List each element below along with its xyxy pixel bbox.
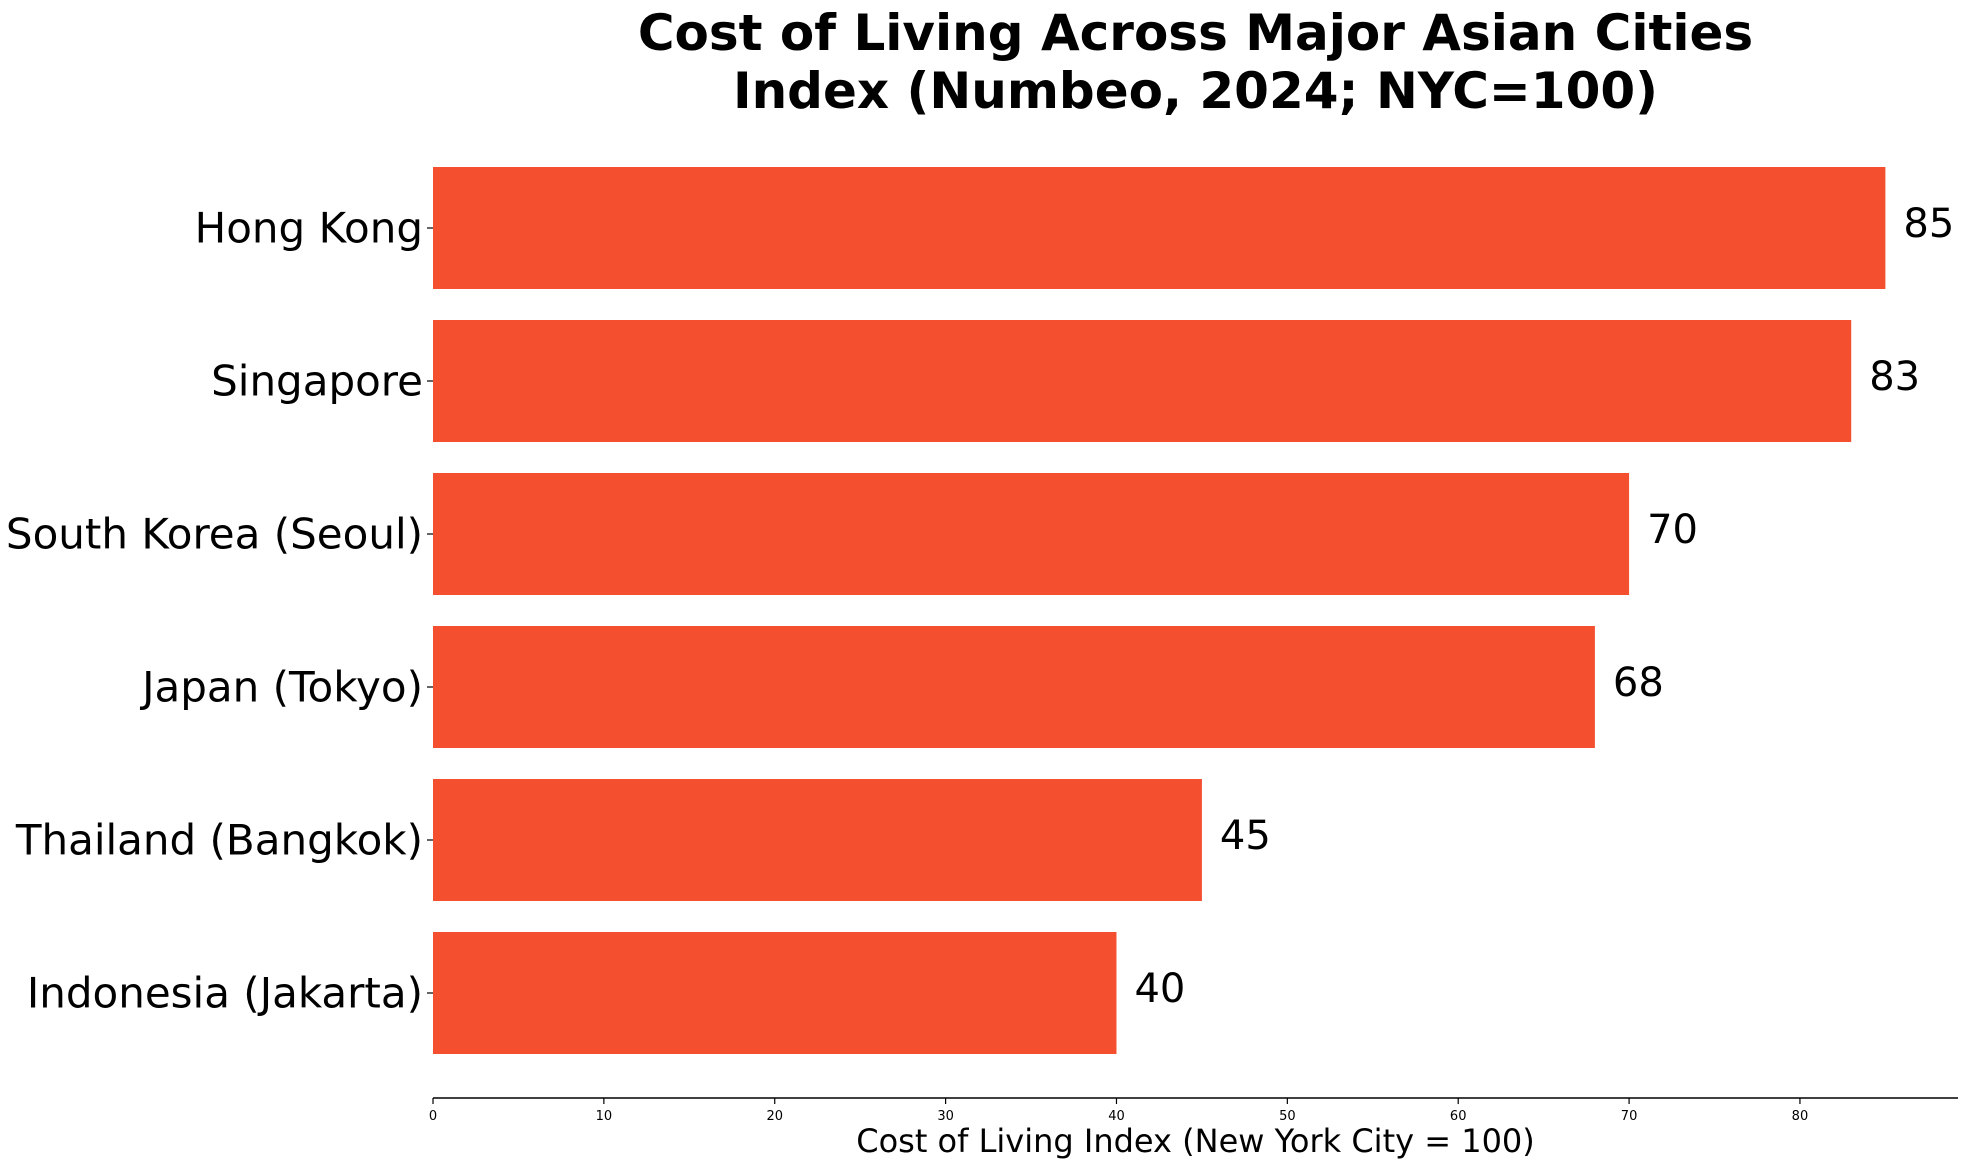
y-tick-label: Thailand (Bangkok) [15, 816, 423, 865]
x-axis-label: Cost of Living Index (New York City = 10… [856, 1122, 1535, 1160]
x-tick-label: 10 [596, 1109, 613, 1124]
x-tick-label: 30 [937, 1109, 954, 1124]
bar [433, 626, 1595, 748]
y-tick-label: Indonesia (Jakarta) [27, 969, 423, 1018]
data-label: 68 [1613, 660, 1664, 706]
data-label: 40 [1134, 966, 1185, 1012]
bar [433, 473, 1630, 595]
y-tick-label: Singapore [211, 357, 423, 406]
x-tick-label: 50 [1279, 1109, 1296, 1124]
data-label: 85 [1903, 201, 1954, 247]
x-tick-label: 60 [1450, 1109, 1467, 1124]
x-tick-label: 40 [1108, 1109, 1125, 1124]
x-tick-label: 0 [429, 1109, 437, 1124]
x-tick-label: 70 [1621, 1109, 1638, 1124]
y-tick-label: Hong Kong [195, 204, 423, 253]
data-label: 70 [1647, 507, 1698, 553]
y-tick-label: South Korea (Seoul) [6, 510, 423, 559]
y-tick-label: Japan (Tokyo) [139, 663, 423, 712]
bar [433, 320, 1852, 442]
bar [433, 779, 1202, 901]
bar [433, 167, 1886, 289]
x-tick-label: 80 [1792, 1109, 1809, 1124]
x-tick-label: 20 [766, 1109, 783, 1124]
data-label: 45 [1220, 813, 1271, 859]
title-line-2: Index (Numbeo, 2024; NYC=100) [732, 62, 1659, 120]
chart-title: Cost of Living Across Major Asian Cities… [433, 4, 1958, 120]
bar [433, 932, 1117, 1054]
title-line-1: Cost of Living Across Major Asian Cities [637, 4, 1754, 62]
data-label: 83 [1869, 354, 1920, 400]
